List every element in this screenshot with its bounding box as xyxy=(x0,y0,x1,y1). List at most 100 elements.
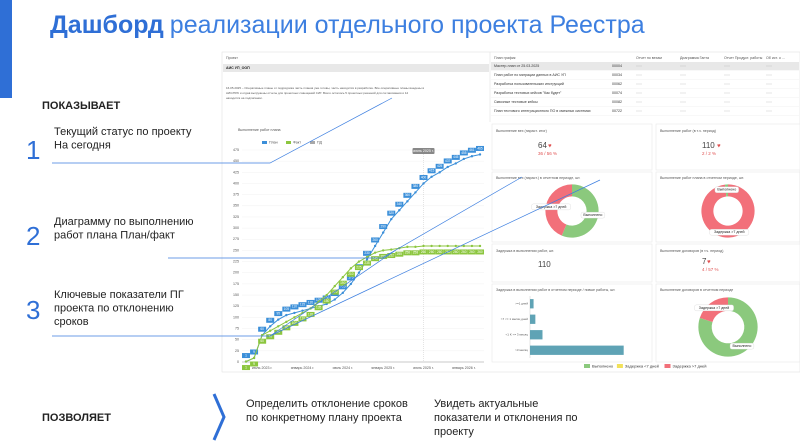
point xyxy=(470,155,474,158)
accent-bar xyxy=(0,0,12,98)
kpi-sub: 4 / 57 % xyxy=(702,267,719,272)
value-label-box xyxy=(387,210,396,216)
table-cell: Сквозные тестовые кейсы xyxy=(494,100,538,104)
annotation-box xyxy=(412,148,435,154)
kpi-icon: ♥ xyxy=(707,260,711,266)
value-label: 90 xyxy=(285,326,289,330)
value-label: 9 xyxy=(253,350,255,354)
point xyxy=(277,318,280,321)
legend-swatch xyxy=(310,141,315,144)
value-label: 250 xyxy=(381,254,387,258)
slice xyxy=(545,184,572,236)
kpi-sub: 36 / 56 % xyxy=(538,151,557,156)
y-tick-label: 300 xyxy=(233,226,239,230)
kpi-title: Выполнение вех (нараст. итог) xyxy=(496,129,547,133)
table-cell: 00722 xyxy=(612,109,622,113)
table-row xyxy=(223,64,489,72)
y-tick-label: 200 xyxy=(233,271,239,275)
point xyxy=(293,311,296,315)
item-number: 2 xyxy=(26,221,40,251)
point xyxy=(373,251,377,254)
legend-label: Задержка <7 дней xyxy=(625,364,659,369)
kpi-title: Задержка в выполнении работ, шт. xyxy=(496,249,554,253)
y-tick-label: 75 xyxy=(235,326,239,330)
slice-label: Выполнено xyxy=(583,213,602,217)
point xyxy=(438,171,441,174)
table-cell: 00004 xyxy=(612,64,622,68)
value-label: 130 xyxy=(324,296,330,300)
chevron xyxy=(212,393,226,441)
point xyxy=(430,175,433,178)
point xyxy=(406,200,409,203)
y-tick-label: 25 xyxy=(235,349,239,353)
value-label-box xyxy=(363,250,372,256)
table-header: Проект xyxy=(226,56,238,60)
project-note: 16.05.2025 – Оперативные планы от подряд… xyxy=(226,86,424,90)
value-label-box xyxy=(258,326,267,332)
project-note: находится на подписании. xyxy=(226,96,263,100)
value-label-box xyxy=(290,304,299,310)
value-label: 1 xyxy=(245,353,247,357)
bar xyxy=(530,314,536,324)
point xyxy=(325,293,328,297)
value-label: 100 xyxy=(292,321,298,325)
project-name: АИС УП_ООП xyxy=(226,66,250,70)
point xyxy=(244,360,248,363)
table-header: План график xyxy=(494,56,516,60)
value-label: 258 xyxy=(405,251,411,255)
value-label: 437 xyxy=(445,159,451,163)
point xyxy=(277,325,280,328)
value-label: 95 xyxy=(277,311,281,315)
value-label: 225 xyxy=(356,265,362,269)
slice xyxy=(701,184,755,238)
point xyxy=(365,258,369,261)
value-label: 70 xyxy=(268,335,272,339)
value-label-box xyxy=(395,251,404,257)
table-header: Об ист. о ... xyxy=(766,56,785,60)
value-label: 252 xyxy=(389,253,395,257)
y-tick-label: 225 xyxy=(233,260,239,264)
point xyxy=(478,244,482,248)
value-label: 400 xyxy=(421,175,427,179)
value-label-box xyxy=(459,249,468,255)
slice-label-box xyxy=(694,304,734,311)
value-label-box xyxy=(250,349,259,355)
value-label-box xyxy=(435,249,444,255)
point xyxy=(252,356,256,360)
value-label-box xyxy=(371,237,380,243)
point xyxy=(333,284,336,288)
value-label-box xyxy=(250,361,259,367)
slice-label: Задержка >7 дней xyxy=(536,205,567,209)
value-label: 260 xyxy=(437,250,443,254)
point xyxy=(390,248,393,251)
table-cell: План работ по миграции данных в АИС УП xyxy=(494,73,566,77)
point xyxy=(446,244,449,248)
point xyxy=(470,244,474,248)
legend-label: Задержка >7 дней xyxy=(673,364,707,369)
kpi-value: 64 xyxy=(538,141,547,150)
item-text: Ключевые показатели ПГ xyxy=(54,289,184,301)
value-label: 115 xyxy=(300,303,305,307)
value-label-box xyxy=(322,298,331,304)
x-tick-label: июль 2024 г. xyxy=(333,366,354,370)
value-label: 245 xyxy=(372,256,378,260)
value-label: 340 xyxy=(397,202,403,206)
slice-label-box xyxy=(709,229,749,236)
y-tick-label: 150 xyxy=(233,293,239,297)
kpi-sub: 2 / 2 % xyxy=(702,151,716,156)
slice xyxy=(698,297,758,357)
value-label: 110 xyxy=(300,317,305,321)
value-label: 260 xyxy=(461,250,467,254)
point xyxy=(414,245,417,249)
table-header: Отчет по вехам xyxy=(636,56,662,60)
value-label: 260 xyxy=(429,250,435,254)
series-line xyxy=(245,245,480,363)
slice-label: Выполнено xyxy=(732,344,751,348)
series-line xyxy=(245,153,481,363)
table-cell: 00034 xyxy=(612,73,622,77)
value-label: 260 xyxy=(477,250,483,254)
value-label: 461 xyxy=(469,148,475,152)
legend-swatch xyxy=(664,364,671,368)
card xyxy=(655,283,800,363)
y-tick-label: >=1 дней xyxy=(515,302,528,306)
